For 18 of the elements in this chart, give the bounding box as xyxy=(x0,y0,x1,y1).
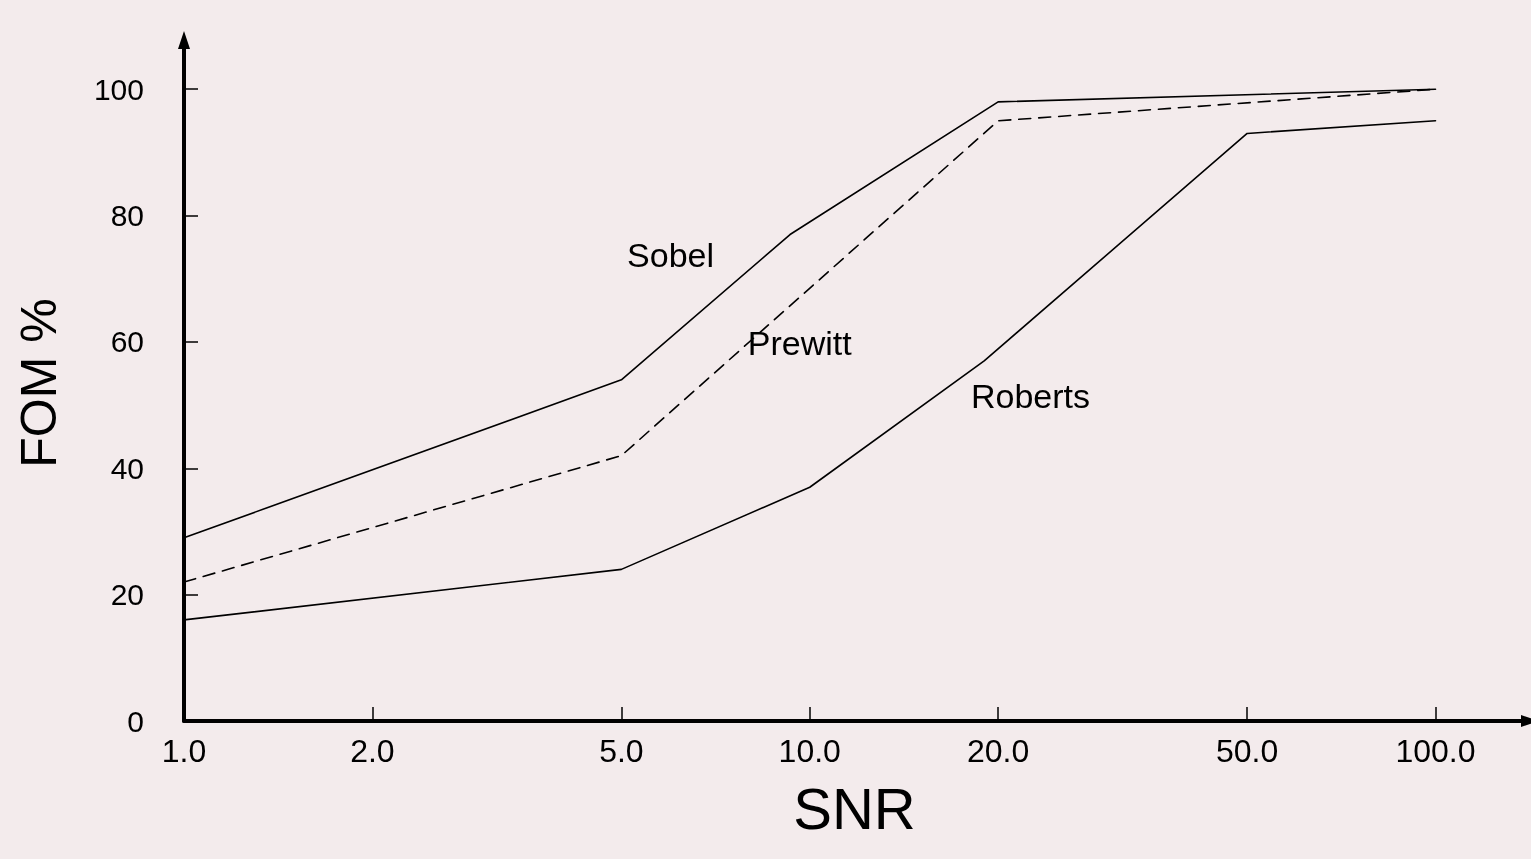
y-tick-label: 100 xyxy=(93,72,144,106)
x-tick-label: 1.0 xyxy=(161,733,207,769)
y-tick-label: 60 xyxy=(110,325,144,359)
y-axis-title: FOM % xyxy=(11,298,67,468)
x-axis-title: SNR xyxy=(793,775,916,841)
series-label: Sobel xyxy=(627,236,715,275)
y-tick-label: 20 xyxy=(110,578,144,612)
y-tick-label: 80 xyxy=(110,199,144,233)
y-tick-label: 0 xyxy=(127,704,144,738)
y-tick-label: 40 xyxy=(110,451,144,485)
x-tick-label: 5.0 xyxy=(599,733,644,769)
x-tick-label: 100.0 xyxy=(1395,733,1476,769)
x-tick-label: 2.0 xyxy=(350,733,395,769)
x-tick-label: 50.0 xyxy=(1216,733,1279,769)
x-tick-label: 20.0 xyxy=(966,733,1030,769)
x-tick-label: 10.0 xyxy=(778,733,841,769)
series-label: Roberts xyxy=(970,377,1091,416)
series-label: Prewitt xyxy=(747,324,853,363)
